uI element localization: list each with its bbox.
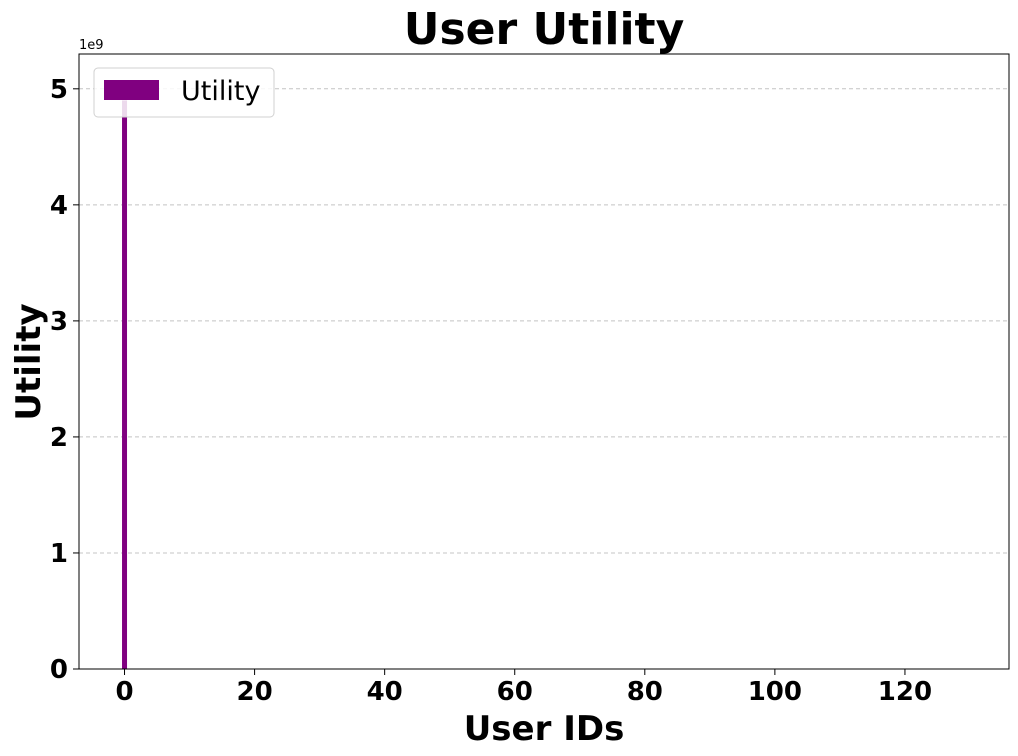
x-tick-label: 100 [748, 677, 802, 707]
y-axis-label: Utility [9, 303, 49, 420]
chart-title: User Utility [404, 4, 685, 55]
plot-frame [78, 53, 1010, 670]
x-axis-ticks: 0 20 40 60 80 100 120 [115, 669, 932, 707]
x-tick-label: 40 [367, 677, 403, 707]
y-axis-offset-label: 1e9 [79, 38, 104, 53]
y-axis-ticks: 0 1 2 3 4 5 [50, 75, 79, 685]
x-tick-label: 120 [878, 677, 932, 707]
x-axis-label: User IDs [464, 709, 625, 749]
legend: Utility [93, 67, 275, 118]
y-tick-label: 1 [50, 539, 68, 569]
legend-swatch-utility [104, 80, 159, 100]
x-tick-label: 60 [497, 677, 533, 707]
bars [122, 100, 128, 669]
x-tick-label: 80 [627, 677, 663, 707]
y-tick-label: 2 [50, 423, 68, 453]
legend-label-utility: Utility [181, 76, 260, 107]
y-tick-label: 0 [50, 655, 68, 685]
y-tick-label: 5 [50, 75, 68, 105]
x-tick-label: 0 [115, 677, 133, 707]
y-tick-label: 3 [50, 307, 68, 337]
bar-user-0 [122, 100, 128, 669]
grid-lines [79, 88, 1009, 554]
y-tick-label: 4 [50, 191, 68, 221]
x-tick-label: 20 [237, 677, 273, 707]
